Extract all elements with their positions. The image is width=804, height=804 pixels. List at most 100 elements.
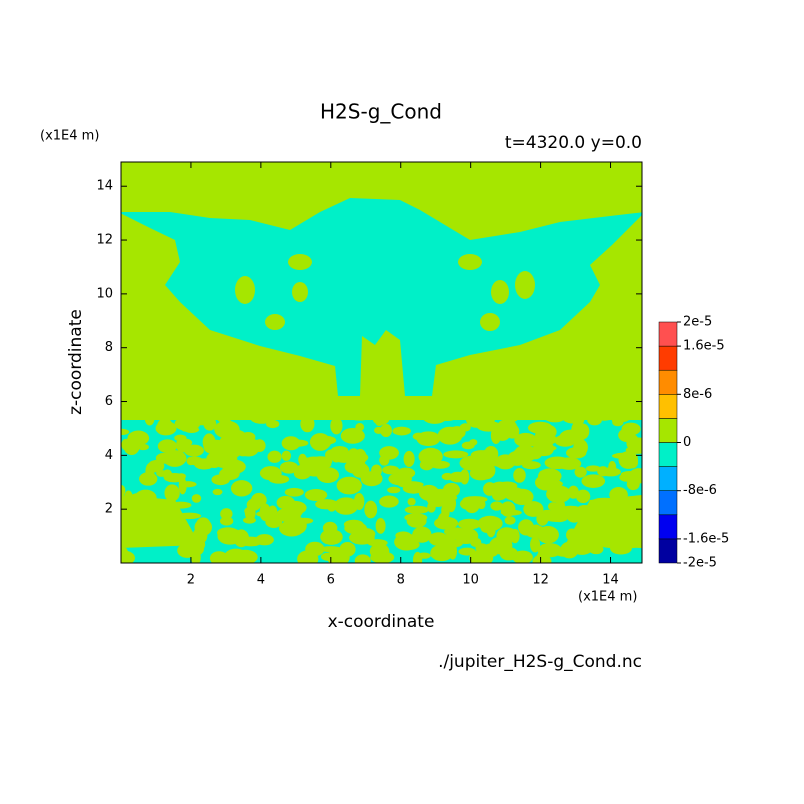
contour-region	[251, 492, 267, 508]
colorbar-label: 0	[683, 435, 691, 450]
contour-region	[486, 522, 496, 538]
contour-region	[428, 532, 449, 547]
contour-region	[123, 437, 140, 456]
contour-region	[530, 536, 541, 553]
contour-region	[155, 452, 175, 464]
contour-region	[513, 467, 526, 483]
x-tick-label: 8	[397, 573, 405, 588]
contour-region	[332, 456, 341, 463]
contour-region	[137, 443, 149, 451]
contour-region	[354, 554, 371, 563]
contour-region	[418, 484, 440, 501]
contour-region	[597, 466, 609, 477]
contour-region	[387, 486, 401, 494]
contour-region	[303, 461, 328, 477]
contour-region	[265, 314, 285, 330]
contour-region	[220, 516, 234, 526]
contour-region	[532, 524, 541, 532]
contour-region	[157, 417, 173, 436]
contour-region	[220, 508, 233, 520]
contour-region	[320, 529, 343, 545]
contour-region	[560, 541, 579, 559]
colorbar-box	[658, 514, 678, 540]
contour-region	[292, 282, 308, 302]
colorbar-box	[658, 442, 678, 467]
contour-region	[577, 490, 588, 502]
contour-region	[491, 280, 509, 304]
contour-region	[483, 482, 497, 496]
contour-region	[370, 551, 395, 563]
contour-region	[427, 501, 436, 513]
colorbar-label: 8e-6	[683, 387, 712, 402]
contour-region	[557, 457, 582, 470]
chart-title: H2S-g_Cond	[320, 100, 442, 124]
y-tick-label: 4	[105, 448, 113, 463]
contour-region	[534, 440, 554, 457]
contour-region	[404, 513, 428, 522]
contour-region	[392, 426, 411, 436]
contour-region	[374, 426, 384, 434]
contour-region	[379, 446, 399, 460]
contour-region	[375, 517, 386, 534]
contour-region	[571, 413, 585, 426]
x-tick-label: 14	[602, 573, 619, 588]
contour-region	[404, 505, 429, 514]
contour-region	[331, 446, 349, 455]
contour-region	[186, 456, 195, 466]
contour-region	[259, 503, 271, 522]
contour-region	[206, 451, 223, 468]
contour-region	[349, 413, 370, 421]
contour-region	[144, 411, 155, 426]
contour-region	[184, 444, 204, 457]
contour-region	[281, 436, 301, 451]
colorbar-label: -8e-6	[683, 483, 717, 498]
y-unit: (x1E4 m)	[40, 129, 99, 144]
contour-region	[268, 474, 290, 484]
contour-region	[626, 434, 640, 451]
contour-region	[460, 498, 474, 510]
contour-region	[279, 461, 299, 474]
contour-region	[471, 452, 493, 467]
contour-region	[523, 501, 544, 517]
contour-region	[568, 485, 579, 499]
contour-region	[407, 497, 416, 506]
contour-region	[176, 473, 186, 480]
contour-region	[443, 450, 469, 459]
x-axis-label: x-coordinate	[328, 612, 435, 632]
contour-region	[546, 485, 572, 503]
contour-region	[351, 452, 369, 463]
contour-region	[121, 484, 126, 497]
contour-region	[179, 481, 197, 488]
contour-region	[504, 516, 516, 525]
colorbar-box	[658, 321, 678, 347]
contour-region	[449, 471, 467, 483]
contour-region	[380, 423, 392, 438]
x-tick-label: 4	[257, 573, 265, 588]
contour-region	[495, 454, 516, 470]
plot-frame	[120, 161, 643, 564]
contour-region	[591, 410, 616, 420]
contour-region	[521, 461, 541, 470]
y-tick-label: 10	[96, 286, 113, 301]
contour-region	[416, 431, 441, 447]
contour-region	[174, 416, 201, 432]
contour-region	[574, 466, 587, 478]
contour-region	[469, 439, 478, 446]
colorbar-label: -1.6e-5	[683, 531, 729, 546]
contour-region	[539, 424, 557, 439]
contour-region	[226, 445, 241, 459]
contour-region	[608, 461, 617, 473]
contour-region	[566, 447, 587, 459]
contour-region	[157, 439, 178, 453]
contour-region	[499, 546, 518, 561]
colorbar-box	[658, 394, 678, 419]
contour-region	[298, 453, 307, 466]
y-tick-label: 12	[96, 233, 113, 248]
contour-region	[330, 417, 343, 435]
contour-region	[418, 447, 443, 466]
contour-region	[336, 476, 362, 495]
contour-region	[441, 472, 454, 481]
contour-region	[618, 451, 639, 469]
contour-region	[305, 541, 325, 557]
